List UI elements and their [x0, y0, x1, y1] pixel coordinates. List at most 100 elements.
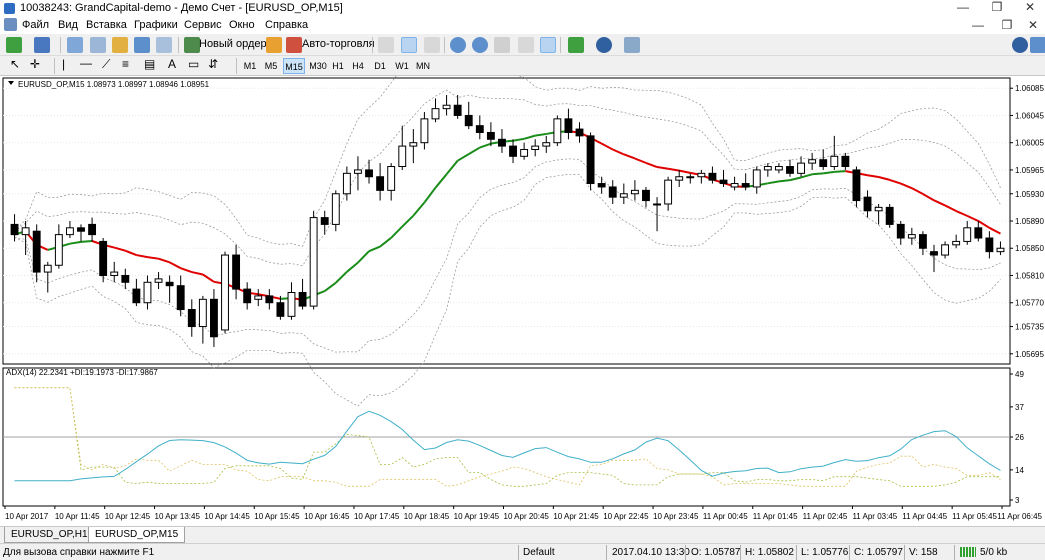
navigator-icon[interactable]	[112, 37, 128, 53]
moving-average-segment	[667, 167, 680, 172]
trendline-icon[interactable]: ⟋	[102, 57, 111, 71]
candle-body	[32, 230, 41, 273]
new-chart-icon[interactable]	[6, 37, 22, 53]
candle-body	[365, 169, 373, 178]
tester-icon[interactable]	[156, 37, 172, 53]
candle-body	[287, 292, 296, 317]
menu-tools[interactable]: Сервис	[184, 19, 222, 31]
candle-body	[774, 166, 783, 171]
moving-average-segment	[767, 180, 780, 185]
fibonacci-icon[interactable]: ▤	[144, 57, 156, 71]
moving-average-segment	[867, 174, 879, 178]
time-tick-label: 10 Apr 13:45	[155, 512, 201, 521]
new-order-icon	[184, 37, 200, 53]
timeframe-m30[interactable]: M30	[309, 61, 327, 71]
candlestick-chart-icon[interactable]	[401, 37, 417, 53]
candle-body	[819, 159, 828, 168]
zoom-out-icon[interactable]	[472, 37, 488, 53]
menu-window[interactable]: Окно	[229, 19, 255, 31]
menu-insert[interactable]: Вставка	[86, 19, 127, 31]
inner-minimize-button[interactable]: —	[972, 18, 984, 32]
status-volume: V: 158	[909, 547, 938, 558]
vertical-line-icon[interactable]: |	[62, 57, 66, 71]
tab-eurusd-m15[interactable]: EURUSD_OP,M15	[88, 527, 186, 543]
new-order-button[interactable]: Новый ордер	[199, 38, 267, 50]
candle-body	[686, 176, 695, 179]
crosshair-icon[interactable]: ✛	[30, 57, 41, 71]
moving-average-segment	[512, 137, 525, 142]
candle-body	[664, 179, 673, 205]
timeframe-mn[interactable]: MN	[416, 61, 430, 71]
metaeditor-icon[interactable]	[266, 37, 282, 53]
moving-average-segment	[357, 250, 370, 264]
channel-icon[interactable]: ≡	[122, 57, 130, 71]
terminal-icon[interactable]	[134, 37, 150, 53]
menu-charts[interactable]: Графики	[134, 19, 178, 31]
timeframe-m5[interactable]: M5	[264, 61, 278, 71]
minimize-button[interactable]: —	[957, 0, 969, 14]
timeframe-w1[interactable]: W1	[395, 61, 409, 71]
moving-average-segment	[988, 226, 1001, 235]
zoom-in-icon[interactable]	[450, 37, 466, 53]
chart-window[interactable]: 1.06085 1.06045 1.06005 1.05965 1.05930 1.058…	[0, 38, 1045, 526]
cursor-icon[interactable]: ↖	[10, 57, 21, 71]
standard-toolbar: Новый ордер Авто-торговля	[0, 34, 1045, 56]
search-icon[interactable]	[1012, 37, 1028, 53]
tab-eurusd-h1[interactable]: EURUSD_OP,H1	[4, 527, 95, 543]
autotrading-button[interactable]: Авто-торговля	[302, 38, 375, 50]
templates-icon[interactable]	[624, 37, 640, 53]
indicator-tick-label: 3	[1015, 496, 1020, 505]
inner-restore-button[interactable]: ❐	[1001, 18, 1013, 32]
candle-body	[121, 274, 130, 283]
menu-view[interactable]: Вид	[58, 19, 78, 31]
moving-average-segment	[379, 236, 392, 248]
timeframe-h1[interactable]: H1	[332, 61, 344, 71]
status-datetime: 2017.04.10 13:30	[612, 547, 690, 558]
candle-body	[963, 227, 972, 242]
time-tick-label: 10 Apr 20:45	[504, 512, 550, 521]
candle-body	[974, 227, 983, 239]
moving-average-segment	[169, 261, 182, 270]
moving-average-segment	[124, 249, 137, 256]
auto-scroll-icon[interactable]	[540, 37, 556, 53]
menu-file[interactable]: Файл	[22, 19, 50, 31]
autotrading-icon	[286, 37, 302, 53]
chart-shift-icon[interactable]	[518, 37, 534, 53]
menu-help[interactable]: Справка	[265, 19, 309, 31]
arrows-icon[interactable]: ⇵	[208, 57, 219, 71]
moving-average-segment	[612, 148, 625, 156]
indicators-icon[interactable]	[568, 37, 584, 53]
indicator-tick-label: 14	[1015, 466, 1024, 475]
price-tick-label: 1.05735	[1015, 323, 1044, 332]
candle-body	[852, 169, 861, 202]
restore-button[interactable]: ❐	[991, 0, 1003, 14]
moving-average-segment	[335, 271, 348, 284]
label-icon[interactable]: ▭	[188, 57, 200, 71]
tile-windows-icon[interactable]	[494, 37, 510, 53]
timeframe-m15[interactable]: M15	[283, 58, 305, 74]
line-chart-icon[interactable]	[424, 37, 440, 53]
candle-body	[896, 223, 905, 239]
upper-band	[14, 89, 1001, 267]
connection-icon	[960, 547, 976, 557]
timeframe-d1[interactable]: D1	[374, 61, 386, 71]
horizontal-line-icon[interactable]: —	[80, 56, 92, 70]
close-button[interactable]: ✕	[1024, 0, 1036, 14]
status-profile: Default	[523, 547, 555, 558]
text-icon[interactable]: A	[168, 57, 177, 71]
chat-icon[interactable]	[1030, 37, 1045, 53]
timeframe-m1[interactable]: M1	[243, 61, 257, 71]
candle-body	[708, 172, 717, 181]
timeframe-h4[interactable]: H4	[352, 61, 364, 71]
periods-icon[interactable]	[596, 37, 612, 53]
candle-body	[420, 118, 429, 144]
data-window-icon[interactable]	[90, 37, 106, 53]
time-tick-label: 11 Apr 03:45	[852, 512, 897, 521]
bar-chart-icon[interactable]	[378, 37, 394, 53]
candle-body	[198, 298, 207, 328]
profiles-icon[interactable]	[34, 37, 50, 53]
inner-close-button[interactable]: ✕	[1027, 18, 1039, 32]
chart-canvas[interactable]: 1.06085 1.06045 1.06005 1.05965 1.05930 1.058…	[0, 38, 1045, 526]
time-tick-label: 11 Apr 04:45	[902, 512, 947, 521]
market-watch-icon[interactable]	[67, 37, 83, 53]
